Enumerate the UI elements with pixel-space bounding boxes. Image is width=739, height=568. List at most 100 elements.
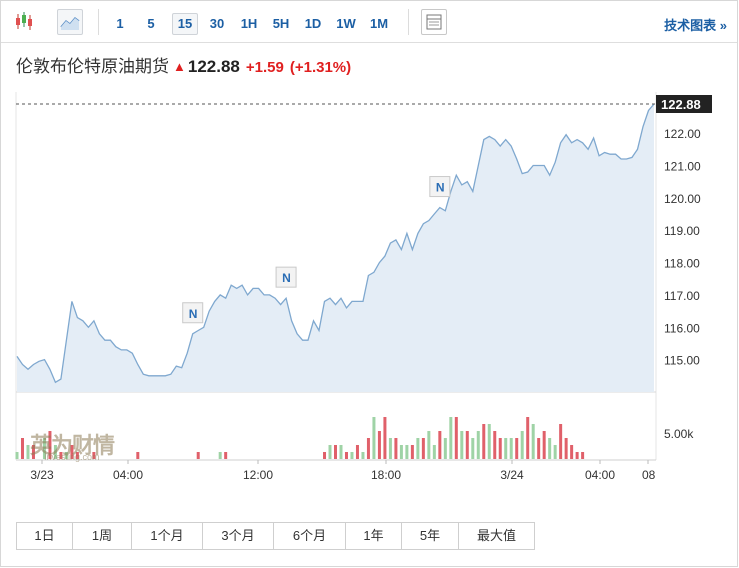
range-1d[interactable]: 1日 (17, 523, 73, 549)
candlestick-icon[interactable] (12, 9, 38, 35)
news-marker[interactable]: N (429, 176, 451, 198)
volume-bar (410, 445, 414, 459)
volume-bar (581, 452, 585, 459)
toolbar-divider (408, 9, 409, 35)
price-area-fill (17, 104, 654, 392)
news-marker-label[interactable]: N (282, 271, 291, 285)
timeframe-30[interactable]: 30 (209, 16, 225, 31)
news-marker-label[interactable]: N (436, 181, 445, 195)
volume-bar (449, 417, 453, 459)
volume-bar (515, 438, 519, 459)
volume-bar (394, 438, 398, 459)
range-1y[interactable]: 1年 (346, 523, 402, 549)
range-6m[interactable]: 6个月 (274, 523, 346, 549)
volume-bar (15, 452, 19, 459)
volume-bar (416, 438, 420, 459)
investing-watermark: 英为财情 Investing.com (30, 428, 115, 462)
volume-bar (559, 424, 563, 459)
technical-chart-link[interactable]: 技术图表 » (664, 18, 727, 33)
current-price-tag (656, 95, 712, 113)
volume-bar (482, 424, 486, 459)
volume-bar (405, 445, 409, 459)
volume-bar (526, 417, 530, 459)
volume-tick-label: 5.00k (664, 427, 694, 441)
timeframe-1h[interactable]: 1H (240, 16, 258, 31)
news-marker-box[interactable] (429, 176, 451, 198)
volume-bar (361, 452, 365, 459)
news-marker[interactable]: N (182, 302, 204, 324)
volume-bar (26, 445, 30, 459)
x-tick-label: 04:00 (113, 468, 143, 482)
y-tick-label: 119.00 (664, 224, 700, 238)
volume-bar (75, 452, 79, 459)
timeframe-1d[interactable]: 1D (304, 16, 322, 31)
volume-bar (323, 452, 327, 459)
price-change-percent: (+1.31%) (289, 59, 352, 76)
y-tick-label: 121.00 (664, 159, 701, 173)
volume-bar (509, 438, 513, 459)
volume-bar (454, 417, 458, 459)
volume-bar (372, 417, 376, 459)
news-marker-box[interactable] (182, 302, 204, 324)
x-tick-label: 04:00 (585, 468, 615, 482)
price-change: +1.59 (245, 59, 284, 76)
watermark-text: 英为财情 (30, 433, 115, 458)
last-price: 122.88 (187, 57, 240, 76)
volume-bar (421, 438, 425, 459)
volume-bar (350, 452, 354, 459)
timeframe-15[interactable]: 15 (172, 13, 198, 35)
volume-bar (48, 431, 52, 459)
volume-bar (70, 445, 74, 459)
volume-bar (553, 445, 557, 459)
range-1m[interactable]: 1个月 (132, 523, 203, 549)
timeframe-5h[interactable]: 5H (272, 16, 290, 31)
range-3m[interactable]: 3个月 (203, 523, 274, 549)
timeframe-1w[interactable]: 1W (336, 16, 356, 31)
y-tick-label: 116.00 (664, 321, 700, 335)
volume-bar (136, 452, 140, 459)
volume-bar (531, 424, 535, 459)
timeframe-5[interactable]: 5 (147, 16, 155, 31)
price-line (16, 103, 655, 384)
volume-bar (520, 431, 524, 459)
up-arrow-icon: ▲ (173, 59, 186, 74)
volume-bar (575, 452, 579, 459)
range-5y[interactable]: 5年 (402, 523, 459, 549)
volume-bar (570, 445, 574, 459)
x-tick-label: 18:00 (371, 468, 401, 482)
area-chart-icon[interactable] (57, 9, 83, 35)
volume-bar (42, 438, 46, 459)
timeframe-1m[interactable]: 1M (369, 16, 389, 31)
volume-bar (218, 452, 222, 459)
timeframe-1[interactable]: 1 (116, 16, 124, 31)
range-selector: 1日 1周 1个月 3个月 6个月 1年 5年 最大值 (16, 522, 535, 550)
volume-bar (427, 431, 431, 459)
range-1w[interactable]: 1周 (73, 523, 132, 549)
volume-bar (53, 445, 57, 459)
current-price-label: 122.88 (661, 97, 701, 112)
price-chart[interactable]: 122.88 122.00 121.00 120.00 119.00 118.00 117.… (0, 0, 739, 500)
y-tick-label: 115.00 (664, 354, 700, 368)
volume-bar (328, 445, 332, 459)
x-tick-label: 12:00 (243, 468, 273, 482)
x-tick-label: 08 (642, 468, 656, 482)
volume-bar (465, 431, 469, 459)
volume-bar (498, 438, 502, 459)
volume-bar (432, 445, 436, 459)
volume-bar (383, 417, 387, 459)
range-max[interactable]: 最大值 (476, 528, 516, 543)
volume-bar (224, 452, 228, 459)
news-marker-label[interactable]: N (189, 307, 198, 321)
table-view-icon[interactable] (421, 9, 447, 35)
instrument-name: 伦敦布伦特原油期货 (16, 57, 169, 76)
x-tick-label: 3/23 (30, 468, 54, 482)
volume-bar (31, 445, 35, 459)
news-marker-box[interactable] (275, 266, 297, 288)
volume-bar (476, 431, 480, 459)
volume-bar (388, 438, 392, 459)
news-marker[interactable]: N (275, 266, 297, 288)
volume-bar (64, 452, 68, 459)
volume-bar (504, 438, 508, 459)
volume-bar (443, 438, 447, 459)
